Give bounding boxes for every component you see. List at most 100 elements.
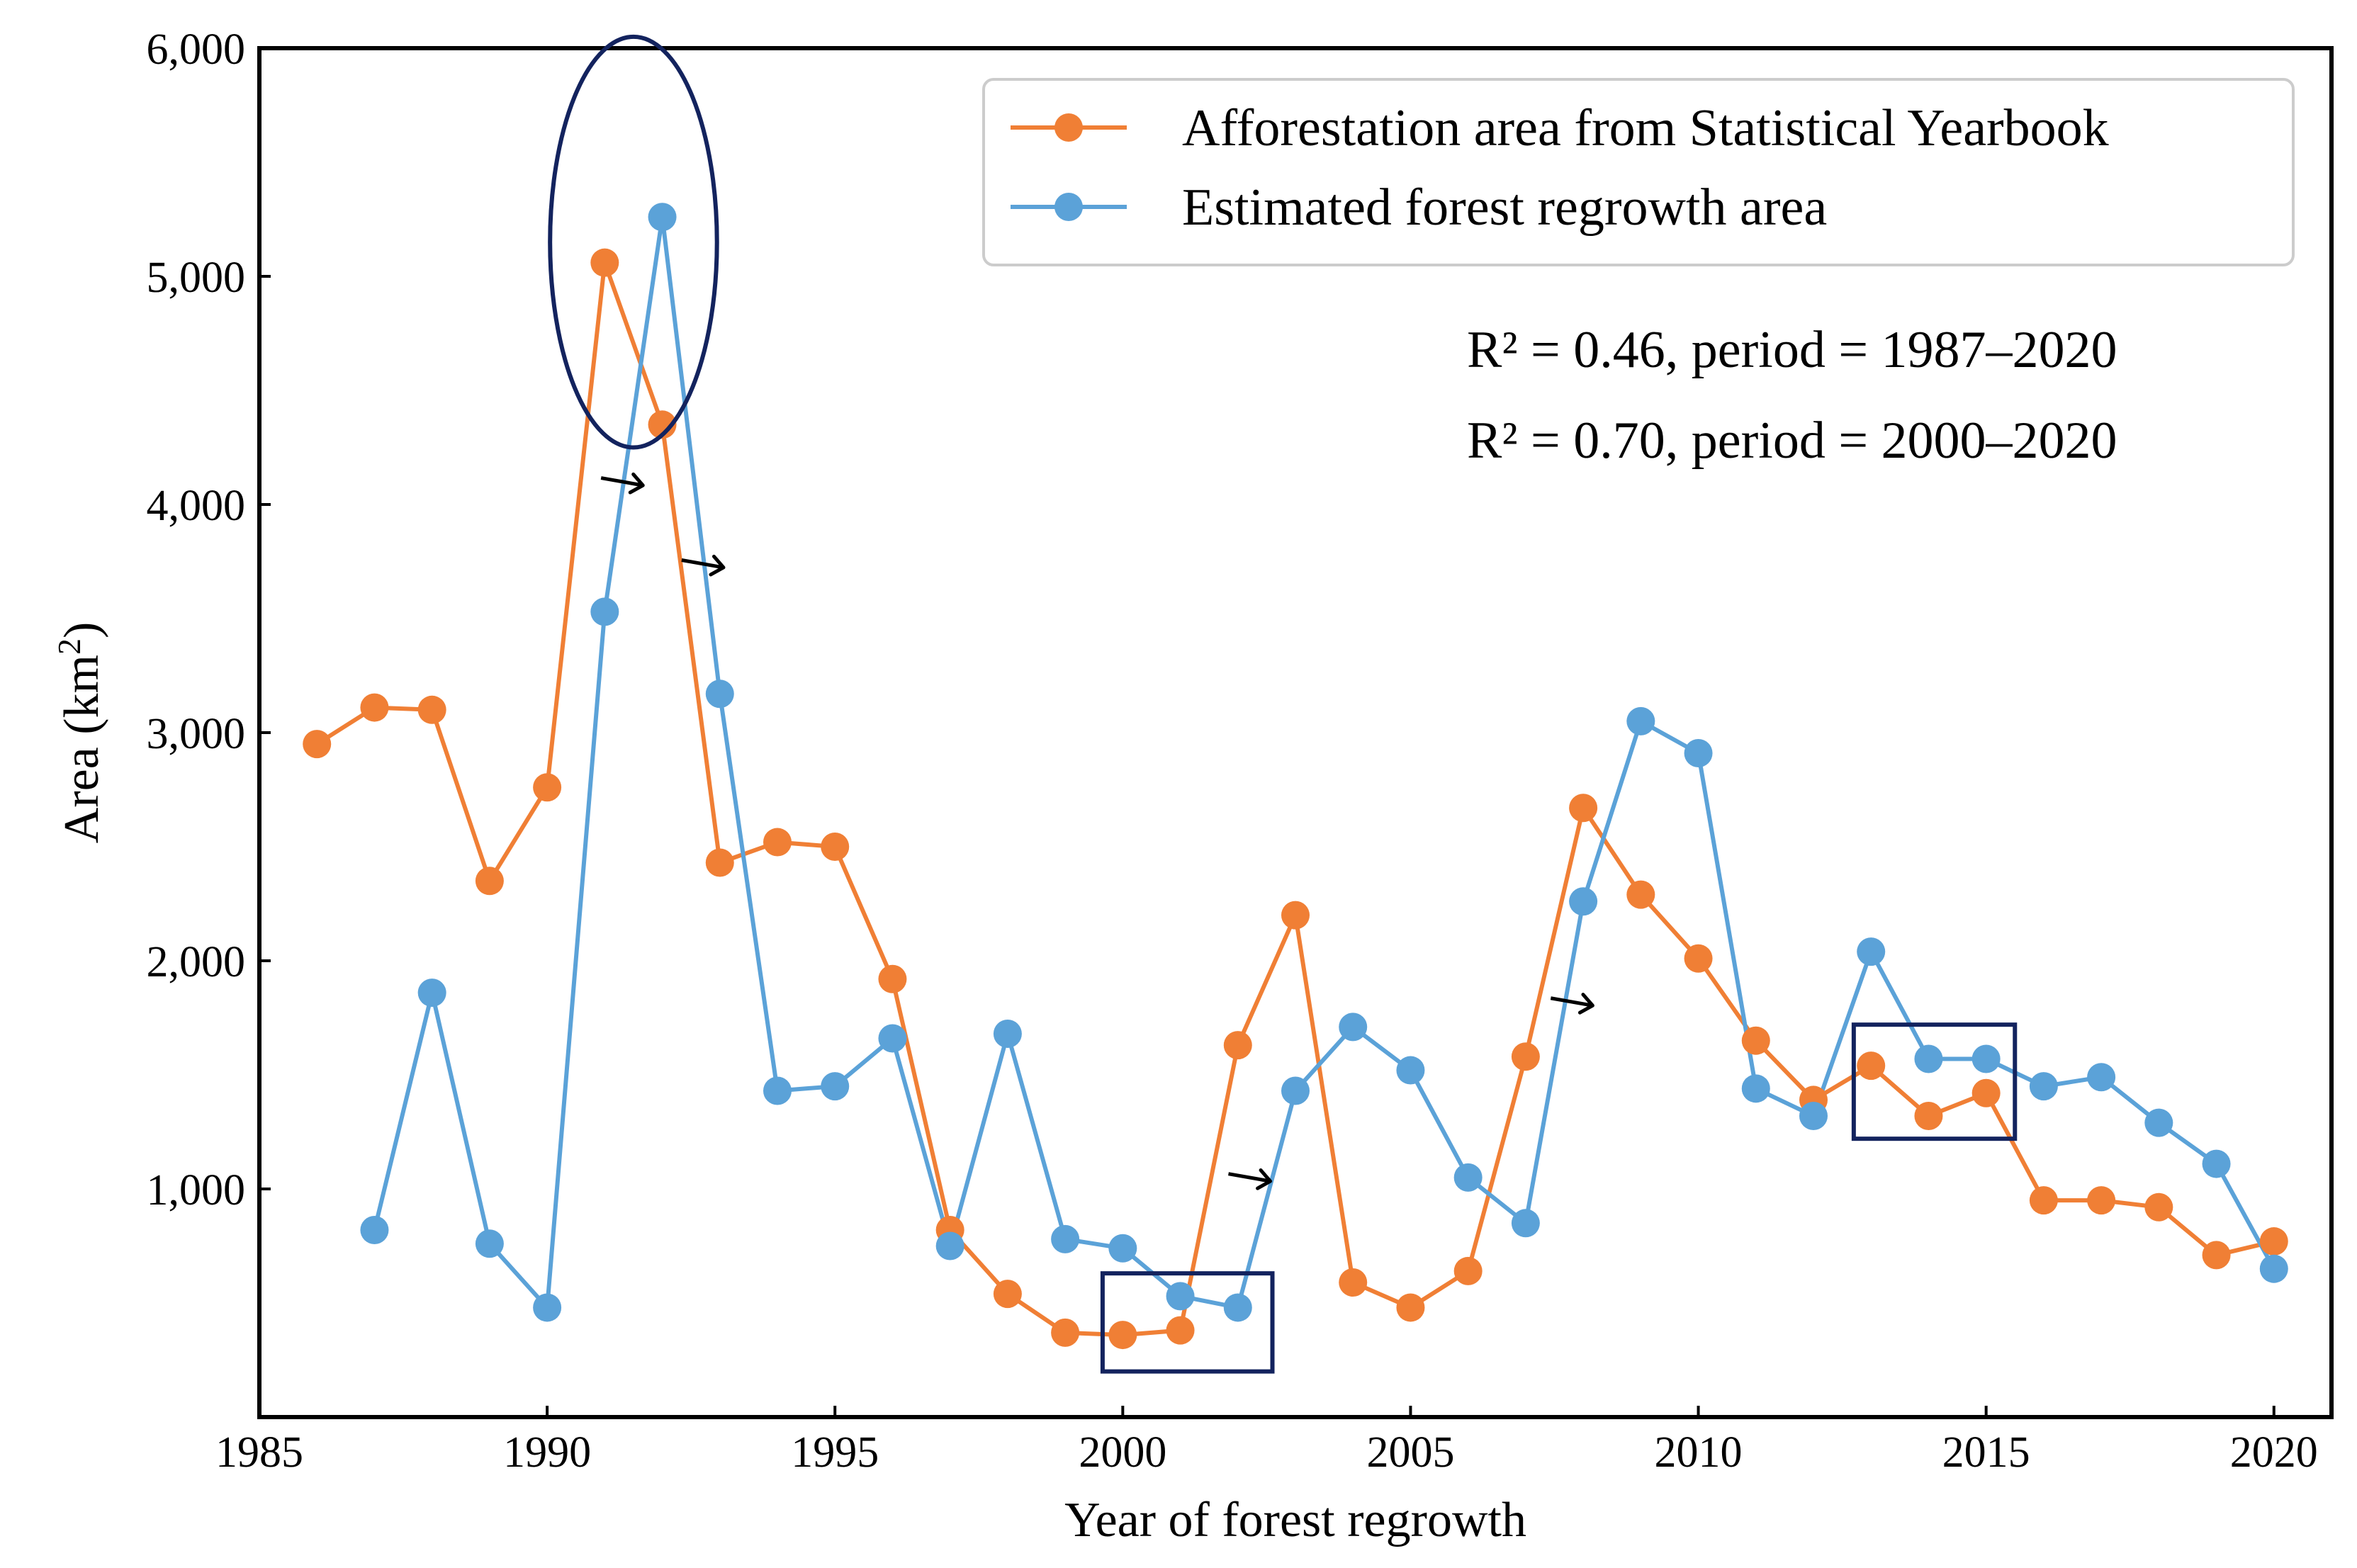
point-estimated-2008 <box>1569 887 1598 916</box>
point-afforestation-1994 <box>763 828 792 857</box>
point-estimated-2011 <box>1741 1074 1770 1103</box>
point-estimated-2000 <box>1108 1234 1137 1263</box>
point-afforestation-2007 <box>1511 1042 1540 1071</box>
highlight-layer <box>548 34 2018 1374</box>
lag-arrow-4 <box>1550 993 1594 1015</box>
point-estimated-1990 <box>533 1293 562 1322</box>
y-tick-label-5000: 5,000 <box>147 254 246 302</box>
highlight-circle-1992-peak <box>548 34 719 450</box>
point-estimated-2001 <box>1166 1282 1195 1311</box>
point-estimated-2003 <box>1281 1076 1310 1105</box>
point-afforestation-2010 <box>1684 944 1713 973</box>
point-estimated-2002 <box>1223 1293 1252 1322</box>
point-afforestation-2014 <box>1914 1101 1943 1130</box>
lag-arrow-2 <box>681 554 726 577</box>
point-afforestation-2011 <box>1741 1026 1770 1055</box>
point-afforestation-1996 <box>878 964 907 993</box>
x-tick-label-2005: 2005 <box>1366 1428 1454 1477</box>
legend-label-afforestation: Afforestation area from Statistical Year… <box>1182 99 2109 157</box>
point-afforestation-2019 <box>2202 1241 2231 1270</box>
point-afforestation-2004 <box>1339 1268 1368 1297</box>
x-tick-label-2015: 2015 <box>1942 1428 2030 1477</box>
point-afforestation-2008 <box>1569 794 1598 823</box>
point-estimated-2009 <box>1626 706 1655 735</box>
point-estimated-1994 <box>763 1076 792 1105</box>
point-afforestation-2020 <box>2259 1227 2288 1256</box>
point-afforestation-1991 <box>590 248 619 277</box>
ticks-layer: 1985 1990 1995 2000 2005 2010 2015 2020 1,000 2,0… <box>147 26 2318 1477</box>
point-estimated-2006 <box>1453 1163 1483 1192</box>
point-afforestation-1993 <box>705 848 734 877</box>
y-axis-title-close: ) <box>55 622 109 638</box>
point-estimated-2013 <box>1857 937 1886 966</box>
point-estimated-1998 <box>993 1020 1022 1049</box>
point-estimated-2018 <box>2144 1108 2173 1137</box>
point-estimated-2015 <box>1971 1044 2001 1073</box>
point-afforestation-2009 <box>1626 880 1655 909</box>
legend-label-estimated: Estimated forest regrowth area <box>1182 179 1827 237</box>
y-tick-label-2000: 2,000 <box>147 938 246 986</box>
point-estimated-1992 <box>648 203 677 232</box>
point-estimated-2012 <box>1799 1101 1828 1130</box>
lag-arrow-1 <box>600 472 645 495</box>
legend: Afforestation area from Statistical Year… <box>982 78 2295 266</box>
point-afforestation-2002 <box>1223 1031 1252 1060</box>
point-afforestation-1995 <box>821 833 850 861</box>
point-estimated-1995 <box>821 1072 850 1101</box>
y-axis-title-superscript: 2 <box>51 638 87 655</box>
point-estimated-2019 <box>2202 1149 2231 1178</box>
x-tick-label-2000: 2000 <box>1079 1428 1166 1477</box>
point-afforestation-2016 <box>2029 1186 2058 1215</box>
point-afforestation-2015 <box>1971 1078 2001 1107</box>
point-estimated-2005 <box>1396 1056 1425 1085</box>
point-estimated-2020 <box>2259 1254 2288 1283</box>
point-estimated-1988 <box>417 978 446 1008</box>
point-afforestation-1989 <box>475 867 504 896</box>
y-axis-title-main: Area (km <box>55 655 109 843</box>
point-estimated-1993 <box>705 679 734 709</box>
point-estimated-1991 <box>590 597 619 626</box>
y-tick-label-3000: 3,000 <box>147 710 246 758</box>
x-tick-label-1985: 1985 <box>215 1428 303 1477</box>
y-tick-label-1000: 1,000 <box>147 1166 246 1214</box>
point-afforestation-2000 <box>1108 1321 1137 1350</box>
point-afforestation-1990 <box>533 773 562 802</box>
point-afforestation-1992 <box>648 410 677 439</box>
legend-marker-estimated <box>1054 193 1083 221</box>
point-afforestation-2013 <box>1857 1051 1886 1081</box>
point-estimated-2010 <box>1684 738 1713 767</box>
point-estimated-2004 <box>1339 1013 1368 1042</box>
point-afforestation-1998 <box>993 1280 1022 1309</box>
x-tick-label-2010: 2010 <box>1655 1428 1743 1477</box>
point-afforestation-2005 <box>1396 1293 1425 1322</box>
legend-box <box>982 78 2295 266</box>
point-afforestation-2006 <box>1453 1256 1483 1285</box>
highlight-box-2 <box>1851 1022 2018 1141</box>
highlight-box-1 <box>1100 1271 1275 1374</box>
y-axis-title: Area (km2) <box>51 622 110 844</box>
y-tick-label-6000: 6,000 <box>147 26 246 74</box>
point-estimated-1996 <box>878 1024 907 1053</box>
lag-arrow-3 <box>1228 1168 1273 1190</box>
point-estimated-1999 <box>1051 1224 1080 1253</box>
series-layer <box>303 203 2288 1350</box>
x-tick-label-1990: 1990 <box>503 1428 591 1477</box>
point-estimated-1989 <box>475 1229 504 1258</box>
point-afforestation-2017 <box>2087 1186 2116 1215</box>
x-axis-title: Year of forest regrowth <box>1064 1493 1526 1547</box>
annotation-r2-full-period: R² = 0.46, period = 1987–2020 <box>1467 321 2117 379</box>
point-estimated-1987 <box>360 1215 389 1244</box>
y-tick-label-4000: 4,000 <box>147 482 246 530</box>
point-afforestation-2003 <box>1281 901 1310 930</box>
point-afforestation-1986 <box>303 730 332 759</box>
point-afforestation-1999 <box>1051 1318 1080 1347</box>
point-estimated-2014 <box>1914 1044 1943 1073</box>
point-afforestation-2018 <box>2144 1192 2173 1222</box>
point-afforestation-1988 <box>417 695 446 724</box>
point-estimated-2016 <box>2029 1072 2058 1101</box>
legend-marker-afforestation <box>1054 113 1083 142</box>
point-afforestation-1987 <box>360 693 389 722</box>
x-tick-label-2020: 2020 <box>2230 1428 2318 1477</box>
series-line-estimated <box>372 215 2276 1310</box>
